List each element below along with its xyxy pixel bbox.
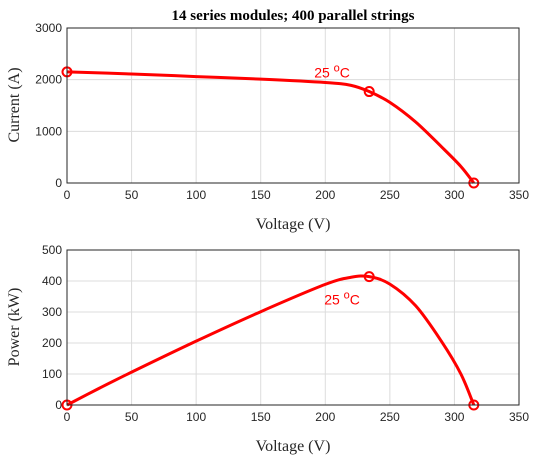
- temperature-annotation: 25 oC: [324, 290, 360, 308]
- x-axis-label: Voltage (V): [256, 216, 331, 233]
- plot-frame: [66, 27, 520, 184]
- y-tick-label: 500: [42, 243, 62, 257]
- x-tick-label: 100: [186, 188, 206, 202]
- y-tick-label: 300: [42, 305, 62, 319]
- x-tick-label: 0: [64, 410, 71, 424]
- x-tick-label: 150: [251, 188, 271, 202]
- y-tick-label: 0: [55, 176, 62, 190]
- y-tick-label: 400: [42, 274, 62, 288]
- y-tick-label: 100: [42, 367, 62, 381]
- x-tick-label: 350: [509, 188, 529, 202]
- x-tick-label: 250: [380, 410, 400, 424]
- data-point-marker: [363, 86, 375, 98]
- series-line: [66, 274, 476, 407]
- plot-frame: [66, 249, 520, 406]
- tick-labels: 0 50 100 150 200 250 300 350 0 1000 2000 3000: [35, 21, 529, 202]
- x-axis-label: Voltage (V): [256, 438, 331, 455]
- y-tick-label: 0: [55, 398, 62, 412]
- temperature-annotation: 25 oC: [314, 63, 350, 81]
- x-tick-label: 300: [444, 410, 464, 424]
- x-tick-label: 100: [186, 410, 206, 424]
- plot-area: [67, 250, 519, 405]
- x-tick-label: 200: [315, 410, 335, 424]
- x-tick-label: 0: [64, 188, 71, 202]
- y-tick-label: 1000: [35, 124, 62, 138]
- current-voltage-panel: 14 series modules; 400 parallel strings …: [6, 8, 529, 233]
- chart-title: 14 series modules; 400 parallel strings: [172, 8, 415, 24]
- x-tick-label: 150: [251, 410, 271, 424]
- x-tick-label: 50: [125, 410, 139, 424]
- tick-labels: 0 50 100 150 200 250 300 350 0 100 200 300 400 500: [42, 243, 529, 424]
- x-tick-label: 250: [380, 188, 400, 202]
- x-tick-label: 350: [509, 410, 529, 424]
- y-tick-label: 200: [42, 336, 62, 350]
- y-axis-label: Current (A): [6, 67, 23, 142]
- series-line: [66, 70, 475, 184]
- x-tick-label: 50: [125, 188, 139, 202]
- y-tick-label: 2000: [35, 73, 62, 87]
- x-tick-label: 300: [444, 188, 464, 202]
- x-tick-label: 200: [315, 188, 335, 202]
- y-axis-label: Power (kW): [6, 288, 23, 367]
- data-point-marker: [363, 271, 375, 283]
- y-tick-label: 3000: [35, 21, 62, 35]
- plot-area: [67, 28, 519, 183]
- power-voltage-panel: 0 50 100 150 200 250 300 350 0 100 200 300 400 500 25…: [6, 243, 529, 455]
